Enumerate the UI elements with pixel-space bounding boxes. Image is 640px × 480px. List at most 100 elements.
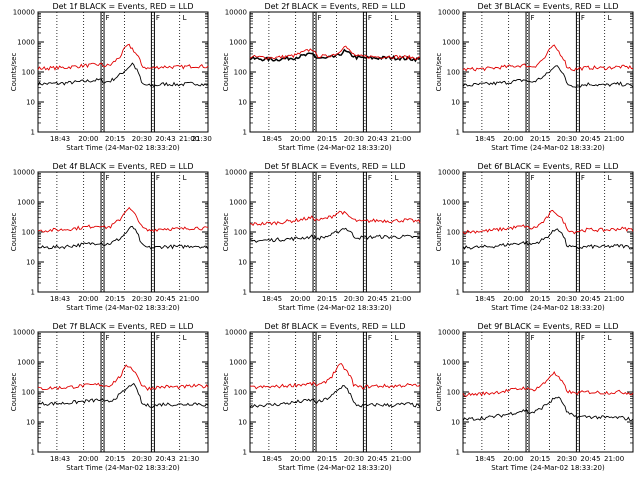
panel-2: Det 2f BLACK = Events, RED = LLD 1 10 100 10… [222,2,421,152]
x-tick-label: 20:30 [132,455,152,463]
panel-title: Det 2f BLACK = Events, RED = LLD [264,2,405,11]
panel-5: Det 5f BLACK = Events, RED = LLD 1 10 100 10… [222,162,421,312]
y-axis-label: Counts/sec [435,373,443,412]
x-axis-label: Start Time (24-Mar-02 18:33:20) [491,144,605,152]
y-tick-label: 1 [456,289,460,297]
x-tick-label: 21:00 [391,295,411,303]
region-marker-label: L [395,14,399,22]
region-marker-label: F [106,334,110,342]
x-tick-label: 20:30 [132,135,152,143]
x-tick-label: 20:00 [290,455,310,463]
y-tick-label: 10 [451,419,460,427]
y-axis-label: Counts/sec [435,53,443,92]
x-tick-label: 18:45 [475,295,495,303]
x-axis-label: Start Time (24-Mar-02 18:33:20) [278,464,392,472]
y-tick-label: 100 [234,389,247,397]
x-tick-label: 20:15 [105,135,125,143]
x-tick-label: 21:00 [391,135,411,143]
series-lld [249,362,421,390]
x-tick-label: 18:43 [50,455,70,463]
y-tick-label: 100 [22,229,35,237]
plot-frame [462,331,634,453]
plot-frame [462,171,634,293]
x-tick-label: 20:15 [105,295,125,303]
series-lld [37,206,209,233]
x-tick-label: 20:15 [317,135,337,143]
x-tick-label: 20:00 [503,135,523,143]
series-lld [37,364,209,391]
x-tick-label: 21:30 [192,135,212,143]
x-tick-label: 20:00 [78,295,98,303]
series-events [249,227,421,243]
region-marker-label: F [531,334,535,342]
region-marker-label: F [368,174,372,182]
x-tick-label: 20:45 [580,455,600,463]
y-tick-label: 100 [234,229,247,237]
panel-title: Det 3f BLACK = Events, RED = LLD [477,2,618,11]
region-marker-label: F [581,14,585,22]
y-tick-label: 100 [22,69,35,77]
x-tick-label: 20:45 [367,295,387,303]
y-tick-label: 1000 [17,39,35,47]
y-tick-label: 10000 [13,9,35,17]
y-tick-label: 1 [456,129,460,137]
y-tick-label: 1 [31,449,35,457]
region-marker-label: F [318,174,322,182]
region-marker-label: F [318,334,322,342]
y-tick-label: 10 [238,99,247,107]
region-marker-label: F [531,14,535,22]
x-tick-label: 20:00 [78,455,98,463]
y-tick-label: 10 [238,259,247,267]
x-tick-label: 20:00 [503,295,523,303]
y-tick-label: 1 [31,129,35,137]
series-lld [249,210,421,226]
y-tick-label: 1 [243,449,247,457]
region-marker-label: F [156,334,160,342]
x-tick-label: 20:45 [580,295,600,303]
y-axis-label: Counts/sec [222,373,230,412]
y-tick-label: 1000 [229,199,247,207]
y-tick-label: 10 [451,259,460,267]
y-tick-label: 100 [447,69,460,77]
y-tick-label: 10000 [13,329,35,337]
x-axis-label: Start Time (24-Mar-02 18:33:20) [278,304,392,312]
region-marker-label: F [156,14,160,22]
series-events [37,382,209,408]
x-tick-label: 20:30 [557,455,577,463]
y-tick-label: 1000 [229,359,247,367]
y-tick-label: 10 [26,259,35,267]
y-tick-label: 1 [456,449,460,457]
y-tick-label: 1000 [229,39,247,47]
y-tick-label: 10000 [13,169,35,177]
region-marker-label: L [395,334,399,342]
x-tick-label: 21:00 [604,135,624,143]
series-lld [462,44,634,72]
x-tick-label: 21:00 [179,295,199,303]
x-axis-label: Start Time (24-Mar-02 18:33:20) [491,304,605,312]
panel-title: Det 6f BLACK = Events, RED = LLD [477,162,618,171]
x-tick-label: 18:45 [262,455,282,463]
panel-title: Det 1f BLACK = Events, RED = LLD [52,2,193,11]
y-tick-label: 10 [451,99,460,107]
x-tick-label: 20:45 [155,295,175,303]
x-tick-label: 20:00 [78,135,98,143]
y-axis-label: Counts/sec [222,53,230,92]
y-tick-label: 1000 [442,39,460,47]
y-tick-label: 10000 [225,329,247,337]
x-tick-label: 20:15 [530,135,550,143]
x-tick-label: 20:30 [132,295,152,303]
region-marker-label: F [368,14,372,22]
x-tick-label: 20:15 [530,455,550,463]
y-tick-label: 1 [243,289,247,297]
x-tick-label: 20:30 [344,455,364,463]
x-tick-label: 18:45 [262,295,282,303]
series-events [37,225,209,250]
y-tick-label: 10 [26,99,35,107]
x-tick-label: 21:00 [391,455,411,463]
x-tick-label: 20:30 [557,135,577,143]
x-axis-label: Start Time (24-Mar-02 18:33:20) [278,144,392,152]
x-tick-label: 20:45 [367,455,387,463]
region-marker-label: L [183,174,187,182]
series-events [462,65,634,88]
y-tick-label: 1000 [442,359,460,367]
